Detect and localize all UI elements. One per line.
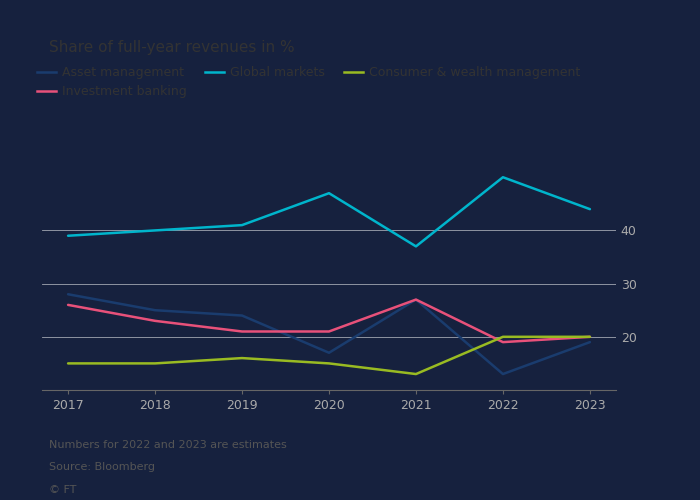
Asset management [586, 339, 594, 345]
Investment banking [325, 328, 333, 334]
Consumer & wealth management [412, 371, 420, 377]
Global markets [238, 222, 246, 228]
Legend: Asset management, Investment banking, Global markets, Consumer & wealth manageme: Asset management, Investment banking, Gl… [37, 66, 580, 98]
Global markets [64, 232, 72, 238]
Text: Share of full-year revenues in %: Share of full-year revenues in % [49, 40, 295, 55]
Asset management [325, 350, 333, 356]
Line: Consumer & wealth management: Consumer & wealth management [68, 337, 590, 374]
Text: Numbers for 2022 and 2023 are estimates: Numbers for 2022 and 2023 are estimates [49, 440, 287, 450]
Consumer & wealth management [238, 355, 246, 361]
Line: Investment banking: Investment banking [68, 300, 590, 342]
Global markets [586, 206, 594, 212]
Investment banking [412, 296, 420, 302]
Global markets [412, 244, 420, 250]
Global markets [325, 190, 333, 196]
Global markets [498, 174, 507, 180]
Asset management [151, 307, 160, 313]
Investment banking [498, 339, 507, 345]
Investment banking [586, 334, 594, 340]
Consumer & wealth management [151, 360, 160, 366]
Asset management [238, 312, 246, 318]
Consumer & wealth management [498, 334, 507, 340]
Asset management [412, 296, 420, 302]
Consumer & wealth management [586, 334, 594, 340]
Line: Asset management: Asset management [68, 294, 590, 374]
Asset management [498, 371, 507, 377]
Investment banking [151, 318, 160, 324]
Text: © FT: © FT [49, 485, 76, 495]
Global markets [151, 228, 160, 234]
Investment banking [64, 302, 72, 308]
Investment banking [238, 328, 246, 334]
Text: Source: Bloomberg: Source: Bloomberg [49, 462, 155, 472]
Consumer & wealth management [325, 360, 333, 366]
Line: Global markets: Global markets [68, 177, 590, 246]
Consumer & wealth management [64, 360, 72, 366]
Asset management [64, 292, 72, 298]
